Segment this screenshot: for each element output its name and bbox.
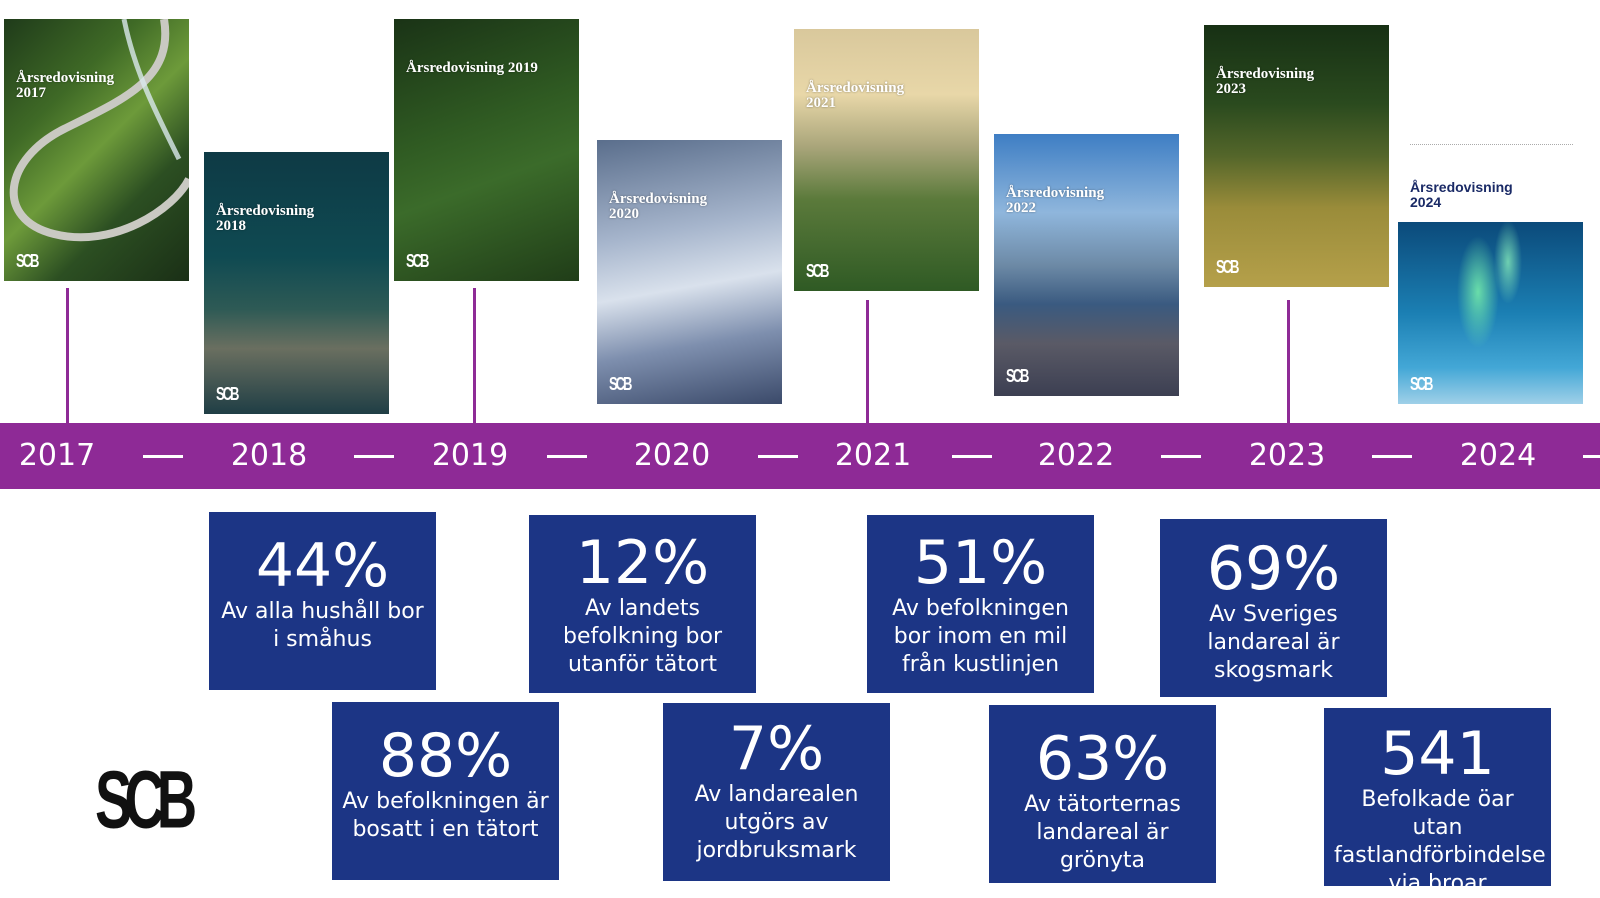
scb-logo: SCB: [1216, 256, 1239, 277]
stat-value: 51%: [913, 528, 1048, 598]
stat-value: 7%: [728, 714, 825, 784]
timeline-dash: [1372, 455, 1412, 458]
year-label: 2019: [431, 438, 509, 473]
year-label: 2020: [633, 438, 711, 473]
stat-text: Av alla hushåll bor i småhus: [221, 599, 424, 652]
stat-text: Av landets befolkning bor utanför tätort: [563, 596, 722, 677]
scb-logo: SCB: [216, 383, 239, 404]
timeline-band: 2017 2018 2019 2020 2021 2022 2023 2024: [0, 423, 1600, 489]
scb-logo: SCB: [16, 250, 39, 271]
stat-text: Av landarealen utgörs av jordbruksmark: [694, 782, 859, 863]
year-label: 2022: [1037, 438, 1115, 473]
stat-value: 541: [1380, 719, 1495, 789]
scb-logo: SCB: [609, 373, 632, 394]
scb-logo: SCB: [406, 250, 429, 271]
timeline-dash: [758, 455, 798, 458]
cover-2022: Årsredovisning 2022 SCB: [994, 134, 1179, 396]
year-label: 2023: [1248, 438, 1326, 473]
year-label: 2018: [230, 438, 308, 473]
cover-title: Årsredovisning 2023: [1216, 66, 1315, 97]
year-label: 2021: [834, 438, 912, 473]
timeline-dash: [1583, 455, 1600, 458]
scb-logo: SCB: [95, 753, 197, 845]
connector-line: [66, 288, 69, 423]
cover-2021: Årsredovisning 2021 SCB: [794, 29, 979, 291]
scb-logo: SCB: [1410, 373, 1433, 394]
stat-text: Av Sveriges landareal är skogsmark: [1207, 602, 1340, 683]
stat-value: 88%: [378, 721, 513, 791]
stat-box: 63% Av tätorternas landareal är grönyta: [989, 705, 1216, 883]
stat-text: Befolkade öar utan fastlandförbindelse v…: [1334, 787, 1546, 896]
connector-line: [866, 300, 869, 423]
cover-title: Årsredovisning 2021: [806, 80, 905, 111]
scb-logo: SCB: [1006, 365, 1029, 386]
stat-box: 12% Av landets befolkning bor utanför tä…: [529, 515, 756, 693]
cover-2019: Årsredovisning 2019 SCB: [394, 19, 579, 281]
stat-value: 12%: [575, 528, 710, 598]
cover-2018: Årsredovisning 2018 SCB: [204, 152, 389, 414]
cover-title: Årsredovisning 2017: [16, 70, 115, 101]
timeline-dash: [547, 455, 587, 458]
stat-text: Av befolkningen är bosatt i en tätort: [342, 789, 549, 842]
cover-title: Årsredovisning 2020: [609, 191, 708, 222]
connector-line: [473, 288, 476, 423]
cover-2017: Årsredovisning 2017 SCB: [4, 19, 189, 281]
cover-header-line: [1410, 144, 1573, 146]
timeline-dash: [354, 455, 394, 458]
cover-2024: Årsredovisning 2024 SCB: [1398, 140, 1583, 404]
year-label: 2017: [18, 438, 96, 473]
year-label: 2024: [1459, 438, 1537, 473]
cover-2023: Årsredovisning 2023 SCB: [1204, 25, 1389, 287]
scb-logo: SCB: [806, 260, 829, 281]
stat-box: 44% Av alla hushåll bor i småhus: [209, 512, 436, 690]
timeline-dash: [143, 455, 183, 458]
connector-line: [1287, 300, 1290, 423]
stat-box: 541 Befolkade öar utan fastlandförbindel…: [1324, 708, 1551, 896]
timeline-dash: [952, 455, 992, 458]
aurora-image: SCB: [1398, 222, 1583, 404]
cover-title: Årsredovisning 2024: [1410, 179, 1513, 210]
stat-box: 88% Av befolkningen är bosatt i en tätor…: [332, 702, 559, 880]
stat-box: 51% Av befolkningen bor inom en mil från…: [867, 515, 1094, 693]
stat-value: 63%: [1035, 724, 1170, 794]
stat-text: Av tätorternas landareal är grönyta: [1024, 792, 1181, 873]
stat-box: 7% Av landarealen utgörs av jordbruksmar…: [663, 703, 890, 881]
cover-title: Årsredovisning 2022: [1006, 185, 1105, 216]
cover-title: Årsredovisning 2019: [406, 60, 538, 76]
cover-2020: Årsredovisning 2020 SCB: [597, 140, 782, 404]
timeline-dash: [1161, 455, 1201, 458]
stat-text: Av befolkningen bor inom en mil från kus…: [892, 596, 1069, 677]
stat-box: 69% Av Sveriges landareal är skogsmark: [1160, 519, 1387, 697]
road-image: [9, 19, 189, 242]
stat-value: 44%: [255, 531, 390, 601]
stat-value: 69%: [1206, 534, 1341, 604]
cover-title: Årsredovisning 2018: [216, 203, 315, 234]
